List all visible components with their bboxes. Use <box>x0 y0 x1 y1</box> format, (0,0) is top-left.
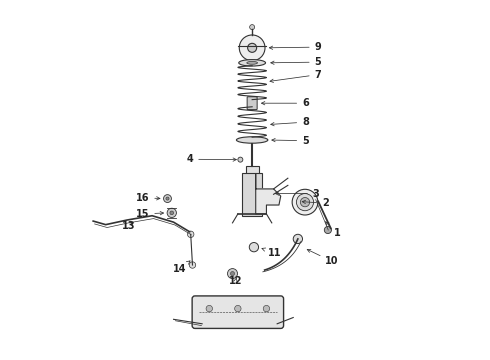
Circle shape <box>300 198 310 207</box>
Circle shape <box>324 226 331 234</box>
Circle shape <box>249 243 259 252</box>
Text: 2: 2 <box>302 198 329 208</box>
Text: 3: 3 <box>275 189 319 199</box>
Text: 1: 1 <box>325 222 341 238</box>
Circle shape <box>167 208 176 217</box>
Circle shape <box>206 305 213 312</box>
Circle shape <box>247 43 257 52</box>
Text: 6: 6 <box>262 98 309 108</box>
Circle shape <box>230 271 235 276</box>
Text: 13: 13 <box>122 221 135 231</box>
Circle shape <box>166 197 169 200</box>
Circle shape <box>188 231 194 238</box>
Polygon shape <box>256 175 281 214</box>
Circle shape <box>189 262 196 268</box>
Ellipse shape <box>237 137 268 143</box>
Circle shape <box>293 234 302 244</box>
Text: 11: 11 <box>262 248 282 258</box>
Text: 9: 9 <box>270 42 321 52</box>
FancyBboxPatch shape <box>247 97 257 110</box>
Circle shape <box>170 211 173 215</box>
Circle shape <box>164 195 171 203</box>
Ellipse shape <box>247 62 258 64</box>
Bar <box>242 173 262 216</box>
Text: 16: 16 <box>136 193 160 203</box>
Circle shape <box>296 194 314 211</box>
Text: 7: 7 <box>270 69 321 82</box>
Text: 14: 14 <box>173 261 190 274</box>
Circle shape <box>249 24 255 30</box>
Bar <box>245 166 259 180</box>
Circle shape <box>238 157 243 162</box>
Circle shape <box>263 305 270 312</box>
Text: 5: 5 <box>271 57 321 67</box>
Circle shape <box>239 35 265 61</box>
Circle shape <box>235 305 241 312</box>
Text: 8: 8 <box>271 117 309 127</box>
Text: 10: 10 <box>307 249 339 266</box>
FancyBboxPatch shape <box>192 296 284 328</box>
Text: 12: 12 <box>229 276 243 286</box>
Circle shape <box>292 189 318 215</box>
Text: 4: 4 <box>187 154 236 164</box>
Circle shape <box>227 269 238 279</box>
Ellipse shape <box>239 60 266 66</box>
Text: 5: 5 <box>272 136 309 146</box>
Text: 15: 15 <box>136 209 164 219</box>
